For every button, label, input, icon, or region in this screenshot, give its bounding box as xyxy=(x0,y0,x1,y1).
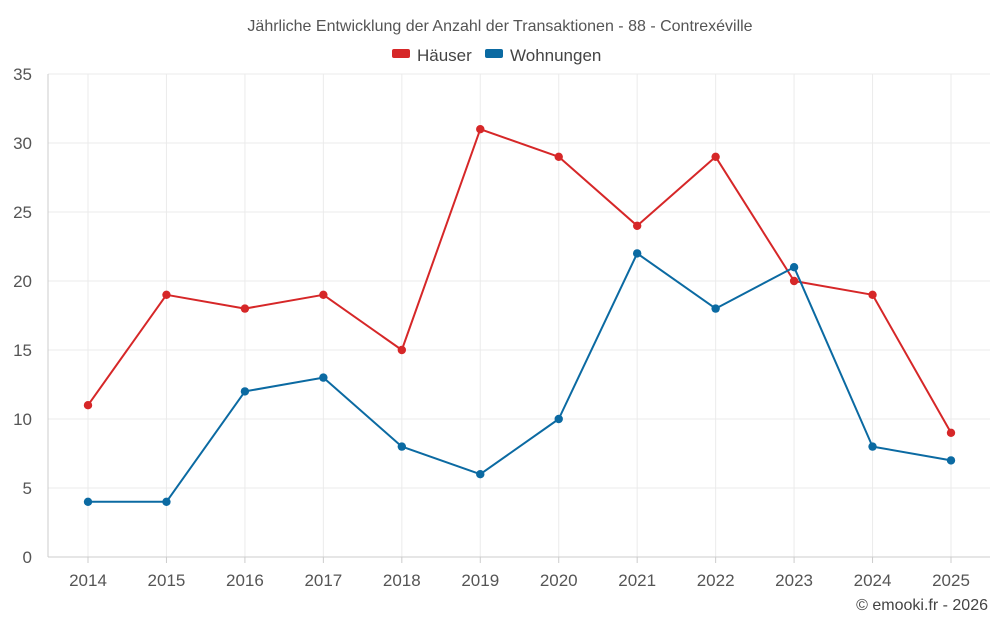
credit-text: © emooki.fr - 2026 xyxy=(856,597,988,614)
data-point-wohnungen-2014 xyxy=(83,497,93,506)
x-tick-label: 2023 xyxy=(775,571,813,590)
data-point-wohnungen-2024 xyxy=(868,442,877,451)
data-point-wohnungen-2022 xyxy=(711,304,720,313)
x-tick-label: 2015 xyxy=(148,571,186,590)
x-tick-label: 2022 xyxy=(697,571,735,590)
data-point-häuser-2021 xyxy=(632,221,642,230)
data-point-wohnungen-2017 xyxy=(319,373,328,382)
series xyxy=(83,125,956,506)
data-point-häuser-2019 xyxy=(476,125,485,134)
data-point-häuser-2015 xyxy=(162,290,171,299)
legend-label-wohnungen: Wohnungen xyxy=(510,46,601,65)
grid xyxy=(48,73,990,557)
data-point-häuser-2018 xyxy=(397,345,407,355)
data-point-wohnungen-2021 xyxy=(632,249,642,258)
chart-title: Jährliche Entwicklung der Anzahl der Tra… xyxy=(247,18,752,35)
x-tick-label: 2020 xyxy=(540,571,578,590)
data-point-häuser-2020 xyxy=(554,152,563,161)
y-tick-label: 5 xyxy=(23,479,32,498)
data-point-wohnungen-2016 xyxy=(240,387,250,396)
data-point-häuser-2014 xyxy=(83,401,93,410)
data-point-häuser-2022 xyxy=(711,152,720,161)
data-point-häuser-2017 xyxy=(319,290,328,299)
y-tick-label: 15 xyxy=(13,341,32,360)
data-point-häuser-2016 xyxy=(240,304,250,313)
series-line-wohnungen xyxy=(88,252,952,503)
data-point-wohnungen-2023 xyxy=(789,263,799,272)
y-tick-label: 10 xyxy=(13,410,32,429)
x-tick-label: 2014 xyxy=(69,571,107,590)
x-tick-label: 2017 xyxy=(304,571,342,590)
y-tick-label: 20 xyxy=(13,272,32,291)
data-point-wohnungen-2025 xyxy=(946,456,956,465)
legend-item-wohnungen[interactable]: Wohnungen xyxy=(485,46,601,65)
data-point-häuser-2025 xyxy=(946,428,956,437)
x-tick-label: 2018 xyxy=(383,571,421,590)
legend-swatch-wohnungen xyxy=(485,49,503,58)
data-point-häuser-2024 xyxy=(868,290,877,299)
x-tick-label: 2021 xyxy=(618,571,656,590)
legend-label-haeuser: Häuser xyxy=(417,46,472,65)
y-tick-label: 30 xyxy=(13,134,32,153)
y-tick-label: 25 xyxy=(13,203,32,222)
x-tick-label: 2025 xyxy=(932,571,970,590)
data-point-wohnungen-2015 xyxy=(162,497,171,506)
data-point-wohnungen-2019 xyxy=(476,470,485,479)
x-tick-label: 2024 xyxy=(854,571,892,590)
data-point-wohnungen-2018 xyxy=(397,442,407,451)
y-tick-label: 0 xyxy=(23,548,32,567)
legend: Häuser Wohnungen xyxy=(392,46,601,65)
x-tick-label: 2016 xyxy=(226,571,264,590)
data-point-häuser-2023 xyxy=(789,276,799,286)
legend-swatch-haeuser xyxy=(392,49,410,58)
x-tick-label: 2019 xyxy=(461,571,499,590)
y-tick-label: 35 xyxy=(13,65,32,84)
legend-item-haeuser[interactable]: Häuser xyxy=(392,46,472,65)
series-line-häuser xyxy=(87,128,952,434)
data-point-wohnungen-2020 xyxy=(554,414,563,424)
